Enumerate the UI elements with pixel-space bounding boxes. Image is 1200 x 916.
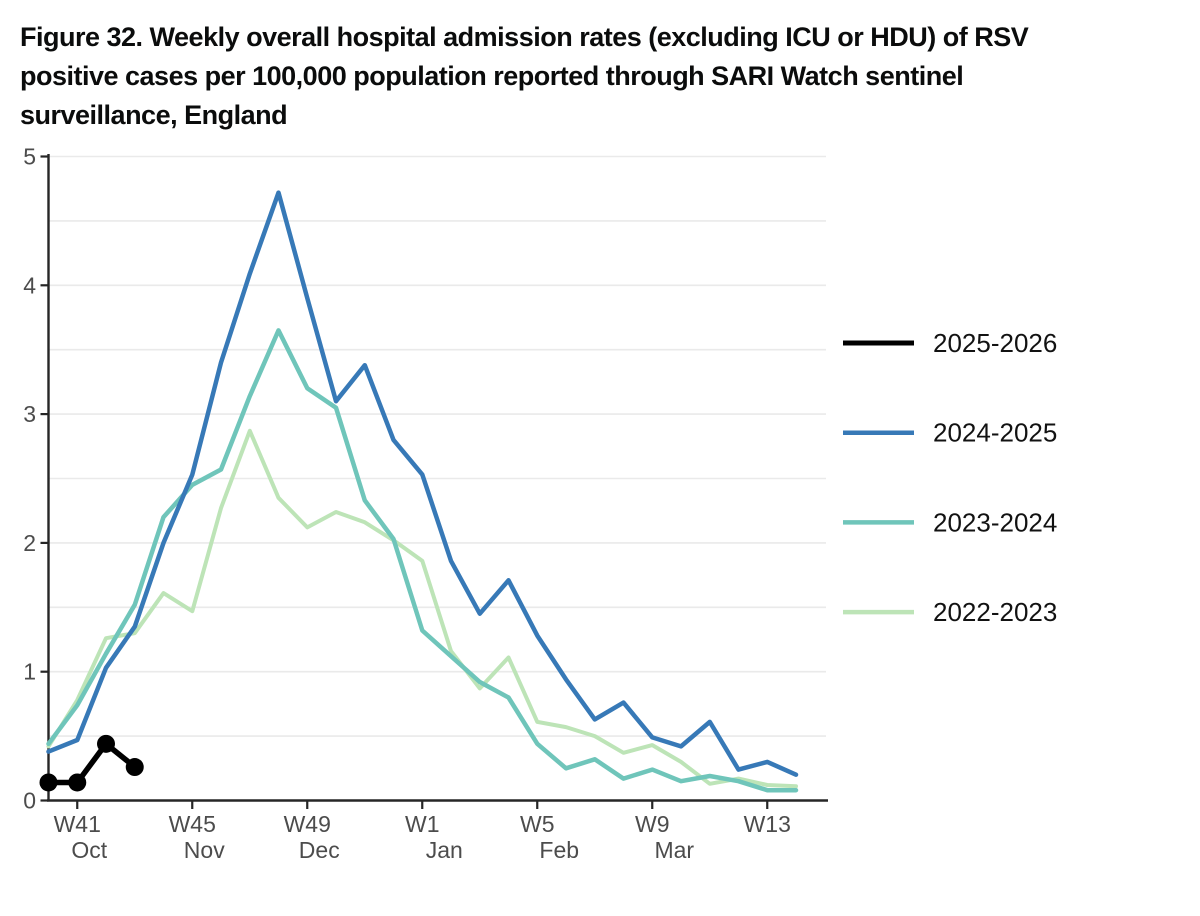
legend-label: 2024-2025 bbox=[933, 418, 1057, 448]
x-tick-month-label: Feb bbox=[539, 837, 579, 863]
figure-caption-line2: positive cases per 100,000 population re… bbox=[20, 61, 964, 91]
y-tick-label: 2 bbox=[23, 530, 36, 556]
figure-caption-line3: surveillance, England bbox=[20, 100, 288, 130]
series-marker-2025-2026 bbox=[68, 773, 87, 792]
legend-item: 2023-2024 bbox=[843, 507, 1057, 537]
x-tick-month-label: Nov bbox=[184, 837, 225, 863]
series-marker-2025-2026 bbox=[125, 758, 144, 777]
x-tick-week-label: W1 bbox=[405, 811, 440, 837]
x-tick-month-label: Oct bbox=[71, 837, 107, 863]
x-tick-week-label: W49 bbox=[284, 811, 331, 837]
x-tick-month-label: Dec bbox=[299, 837, 340, 863]
x-tick-week-label: W13 bbox=[744, 811, 791, 837]
figure-caption: Figure 32. Weekly overall hospital admis… bbox=[20, 18, 1029, 135]
y-tick-label: 3 bbox=[23, 401, 36, 427]
x-tick-month-label: Mar bbox=[654, 837, 694, 863]
series-marker-2025-2026 bbox=[39, 773, 58, 792]
series-line-2022-2023 bbox=[46, 428, 798, 789]
chart-legend: 2025-2026 2024-2025 2023-2024 2022-2023 bbox=[843, 328, 1057, 627]
series-line-2023-2024 bbox=[46, 328, 799, 793]
y-tick-label: 5 bbox=[23, 144, 36, 170]
y-tick-label: 4 bbox=[23, 272, 36, 298]
series-line-2024-2025 bbox=[46, 190, 799, 777]
legend-item: 2022-2023 bbox=[843, 597, 1057, 627]
legend-label: 2025-2026 bbox=[933, 328, 1057, 358]
x-tick-month-label: Jan bbox=[426, 837, 463, 863]
legend-label: 2023-2024 bbox=[933, 507, 1057, 537]
legend-item: 2024-2025 bbox=[843, 418, 1057, 448]
series-lines bbox=[39, 190, 799, 793]
series-marker-2025-2026 bbox=[97, 734, 115, 753]
x-tick-week-label: W41 bbox=[54, 811, 101, 837]
x-tick-week-label: W9 bbox=[635, 811, 670, 837]
legend-label: 2022-2023 bbox=[933, 597, 1057, 627]
gridlines bbox=[49, 155, 826, 737]
figure-caption-line1: Figure 32. Weekly overall hospital admis… bbox=[20, 22, 1029, 52]
series-line-2025-2026 bbox=[45, 741, 138, 786]
y-tick-label: 0 bbox=[23, 788, 36, 814]
x-tick-week-label: W5 bbox=[520, 811, 555, 837]
x-tick-week-label: W45 bbox=[169, 811, 216, 837]
y-tick-label: 1 bbox=[23, 659, 36, 685]
legend-item: 2025-2026 bbox=[843, 328, 1057, 358]
